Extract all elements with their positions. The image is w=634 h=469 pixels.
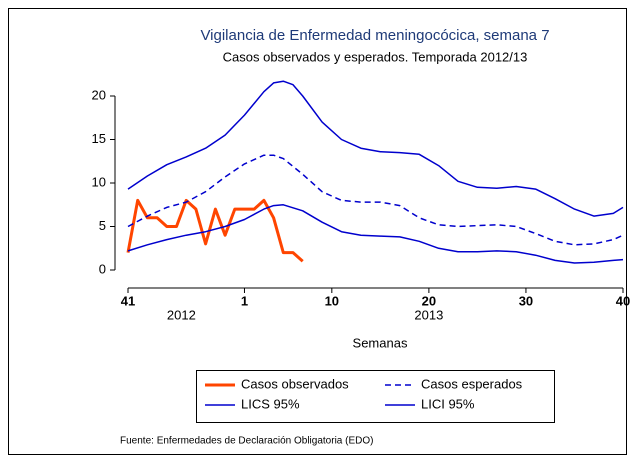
x-tick-label: 30 xyxy=(519,293,533,308)
series-line xyxy=(127,204,624,264)
series-line xyxy=(127,80,624,217)
x-tick-label: 1 xyxy=(241,293,248,308)
year-label: 2012 xyxy=(167,307,196,322)
x-tick-label: 20 xyxy=(422,293,436,308)
x-tick-label: 41 xyxy=(121,293,135,308)
chart-title: Vigilancia de Enfermedad meningocócica, … xyxy=(200,27,549,44)
y-tick-label: 0 xyxy=(99,261,106,276)
y-tick-label: 10 xyxy=(92,174,106,189)
legend-label: Casos esperados xyxy=(421,376,523,391)
frame xyxy=(8,8,627,455)
series-line xyxy=(127,154,624,246)
legend-label: LICI 95% xyxy=(421,396,475,411)
y-tick-label: 5 xyxy=(99,218,106,233)
year-label: 2013 xyxy=(414,307,443,322)
x-axis-label: Semanas xyxy=(353,335,408,350)
chart-subtitle: Casos observados y esperados. Temporada … xyxy=(223,49,528,64)
series-line xyxy=(126,198,304,263)
legend-label: LICS 95% xyxy=(241,396,300,411)
legend-box xyxy=(196,370,555,423)
legend-label: Casos observados xyxy=(241,376,349,391)
y-tick-label: 20 xyxy=(92,87,106,102)
x-tick-label: 10 xyxy=(325,293,339,308)
x-tick-label: 40 xyxy=(616,293,630,308)
y-tick-label: 15 xyxy=(92,131,106,146)
source-note: Fuente: Enfermedades de Declaración Obli… xyxy=(120,436,373,447)
